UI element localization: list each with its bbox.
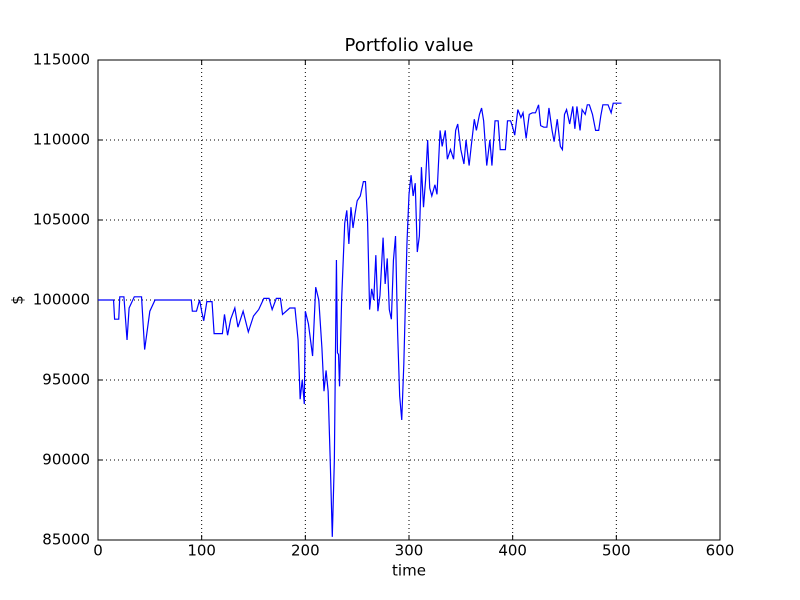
y-tick-label: 110000 (33, 131, 90, 149)
chart-title: Portfolio value (345, 35, 474, 56)
x-tick-label: 200 (291, 542, 320, 560)
x-tick-label: 500 (602, 542, 631, 560)
y-tick-label: 100000 (33, 291, 90, 309)
x-tick-label: 0 (93, 542, 103, 560)
y-axis-label: $ (9, 295, 27, 305)
line-series (98, 102, 622, 537)
y-tick-label: 95000 (42, 371, 90, 389)
y-tick-label: 105000 (33, 211, 90, 229)
y-tick-label: 115000 (33, 51, 90, 69)
y-tick-label: 90000 (42, 451, 90, 469)
x-tick-label: 300 (395, 542, 424, 560)
x-tick-label: 100 (187, 542, 216, 560)
x-axis-label: time (392, 562, 426, 580)
y-tick-label: 85000 (42, 531, 90, 549)
x-tick-label: 600 (706, 542, 735, 560)
x-tick-label: 400 (498, 542, 527, 560)
